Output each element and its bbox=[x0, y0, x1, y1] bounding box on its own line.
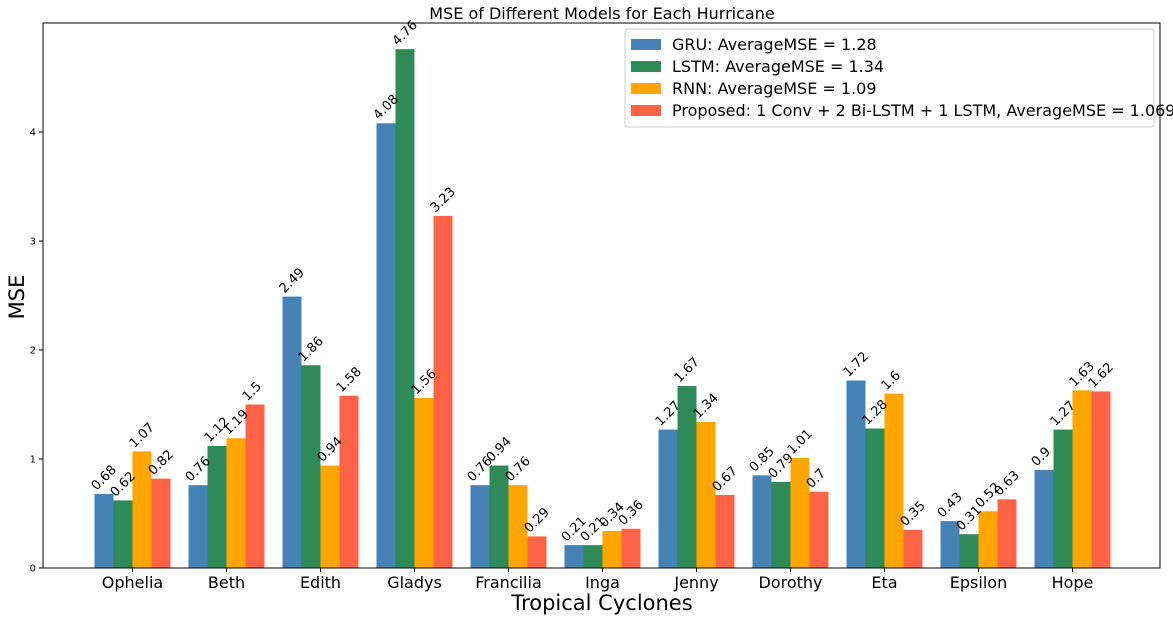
bar-value-label: 1.67 bbox=[672, 355, 703, 386]
bar-value-label: 0.76 bbox=[503, 454, 534, 485]
y-tick-label: 0 bbox=[30, 564, 36, 575]
bar bbox=[320, 465, 340, 568]
bar bbox=[282, 296, 302, 568]
legend-box bbox=[624, 28, 1155, 128]
y-axis: 0 1 2 3 4 bbox=[30, 128, 43, 575]
legend-label: LSTM: AverageMSE = 1.34 bbox=[672, 57, 884, 76]
legend-swatch bbox=[631, 61, 661, 72]
bar-value-label: 1.01 bbox=[785, 427, 816, 458]
bar-value-label: 1.72 bbox=[841, 349, 872, 380]
bar bbox=[508, 485, 528, 568]
bar bbox=[395, 49, 415, 569]
bar bbox=[527, 536, 547, 568]
bar bbox=[865, 428, 885, 568]
bar bbox=[132, 451, 152, 568]
legend-swatch bbox=[631, 105, 661, 116]
chart-title: MSE of Different Models for Each Hurrica… bbox=[429, 4, 774, 23]
bar bbox=[1091, 391, 1111, 568]
bar bbox=[959, 534, 979, 568]
x-tick-label: Dorothy bbox=[758, 573, 822, 592]
x-tick-label: Eta bbox=[871, 573, 897, 592]
y-tick-label: 4 bbox=[30, 128, 36, 139]
x-tick-label: Inga bbox=[585, 573, 620, 592]
bar bbox=[903, 529, 923, 568]
plot-frame bbox=[42, 22, 1161, 569]
bar bbox=[997, 499, 1017, 568]
bar bbox=[339, 395, 359, 568]
bars-group bbox=[94, 49, 1111, 569]
x-axis-title: Tropical Cyclones bbox=[510, 591, 692, 615]
bar-value-label: 1.6 bbox=[879, 368, 904, 393]
bar bbox=[433, 215, 453, 568]
y-tick-label: 3 bbox=[30, 237, 36, 248]
bar-value-label: 1.07 bbox=[127, 420, 158, 451]
bar-value-label: 3.23 bbox=[428, 185, 459, 216]
bar-value-label: 0.36 bbox=[616, 498, 647, 529]
y-axis-title: MSE bbox=[5, 275, 29, 320]
legend-label: RNN: AverageMSE = 1.09 bbox=[672, 79, 877, 98]
bar-value-label: 0.94 bbox=[484, 434, 515, 465]
bar bbox=[752, 475, 772, 568]
bar bbox=[978, 511, 998, 568]
bar bbox=[602, 530, 622, 568]
bar bbox=[489, 465, 509, 568]
x-tick-label: Beth bbox=[208, 573, 245, 592]
bar bbox=[940, 521, 960, 568]
bar bbox=[188, 485, 208, 568]
bar bbox=[1053, 429, 1073, 568]
bar bbox=[658, 429, 678, 568]
bar-value-label: 0.63 bbox=[992, 468, 1023, 499]
bar bbox=[470, 485, 490, 568]
bar-value-label: 1.5 bbox=[240, 379, 265, 404]
x-tick-label: Francilia bbox=[475, 573, 542, 592]
x-axis: Ophelia Beth Edith Gladys Francilia Inga Jenny… bbox=[102, 568, 1094, 592]
bar bbox=[207, 445, 227, 568]
bar bbox=[884, 393, 904, 568]
y-tick-label: 2 bbox=[30, 346, 36, 357]
bar bbox=[376, 123, 396, 568]
bar-value-label: 0.9 bbox=[1029, 444, 1054, 469]
bar bbox=[564, 545, 584, 568]
bar bbox=[846, 380, 866, 568]
legend-swatch bbox=[631, 83, 661, 94]
bar bbox=[94, 493, 114, 568]
legend: GRU: AverageMSE = 1.28 LSTM: AverageMSE =… bbox=[624, 28, 1173, 128]
x-tick-label: Ophelia bbox=[102, 573, 163, 592]
bar bbox=[790, 457, 810, 568]
x-tick-label: Edith bbox=[300, 573, 341, 592]
x-tick-label: Epsilon bbox=[950, 573, 1007, 592]
bar bbox=[677, 385, 697, 568]
bar-value-label: 1.58 bbox=[334, 365, 365, 396]
bar bbox=[113, 500, 133, 568]
bar-value-label: 2.49 bbox=[277, 265, 308, 296]
bar bbox=[696, 421, 716, 568]
bar bbox=[301, 365, 321, 568]
bar bbox=[151, 478, 171, 568]
bar bbox=[414, 397, 434, 568]
bar bbox=[621, 528, 641, 568]
bar bbox=[715, 494, 735, 568]
bar bbox=[771, 481, 791, 568]
legend-label: Proposed: 1 Conv + 2 Bi-LSTM + 1 LSTM, A… bbox=[672, 101, 1173, 120]
bar bbox=[1034, 469, 1054, 568]
bar bbox=[1072, 390, 1092, 568]
bar bbox=[583, 545, 603, 568]
x-tick-label: Jenny bbox=[673, 573, 718, 592]
legend-swatch bbox=[631, 39, 661, 50]
bar bbox=[809, 491, 829, 568]
x-tick-label: Gladys bbox=[387, 573, 442, 592]
bar bbox=[226, 438, 246, 568]
x-tick-label: Hope bbox=[1052, 573, 1094, 592]
bar bbox=[245, 404, 265, 568]
legend-label: GRU: AverageMSE = 1.28 bbox=[672, 35, 877, 54]
y-tick-label: 1 bbox=[30, 455, 36, 466]
